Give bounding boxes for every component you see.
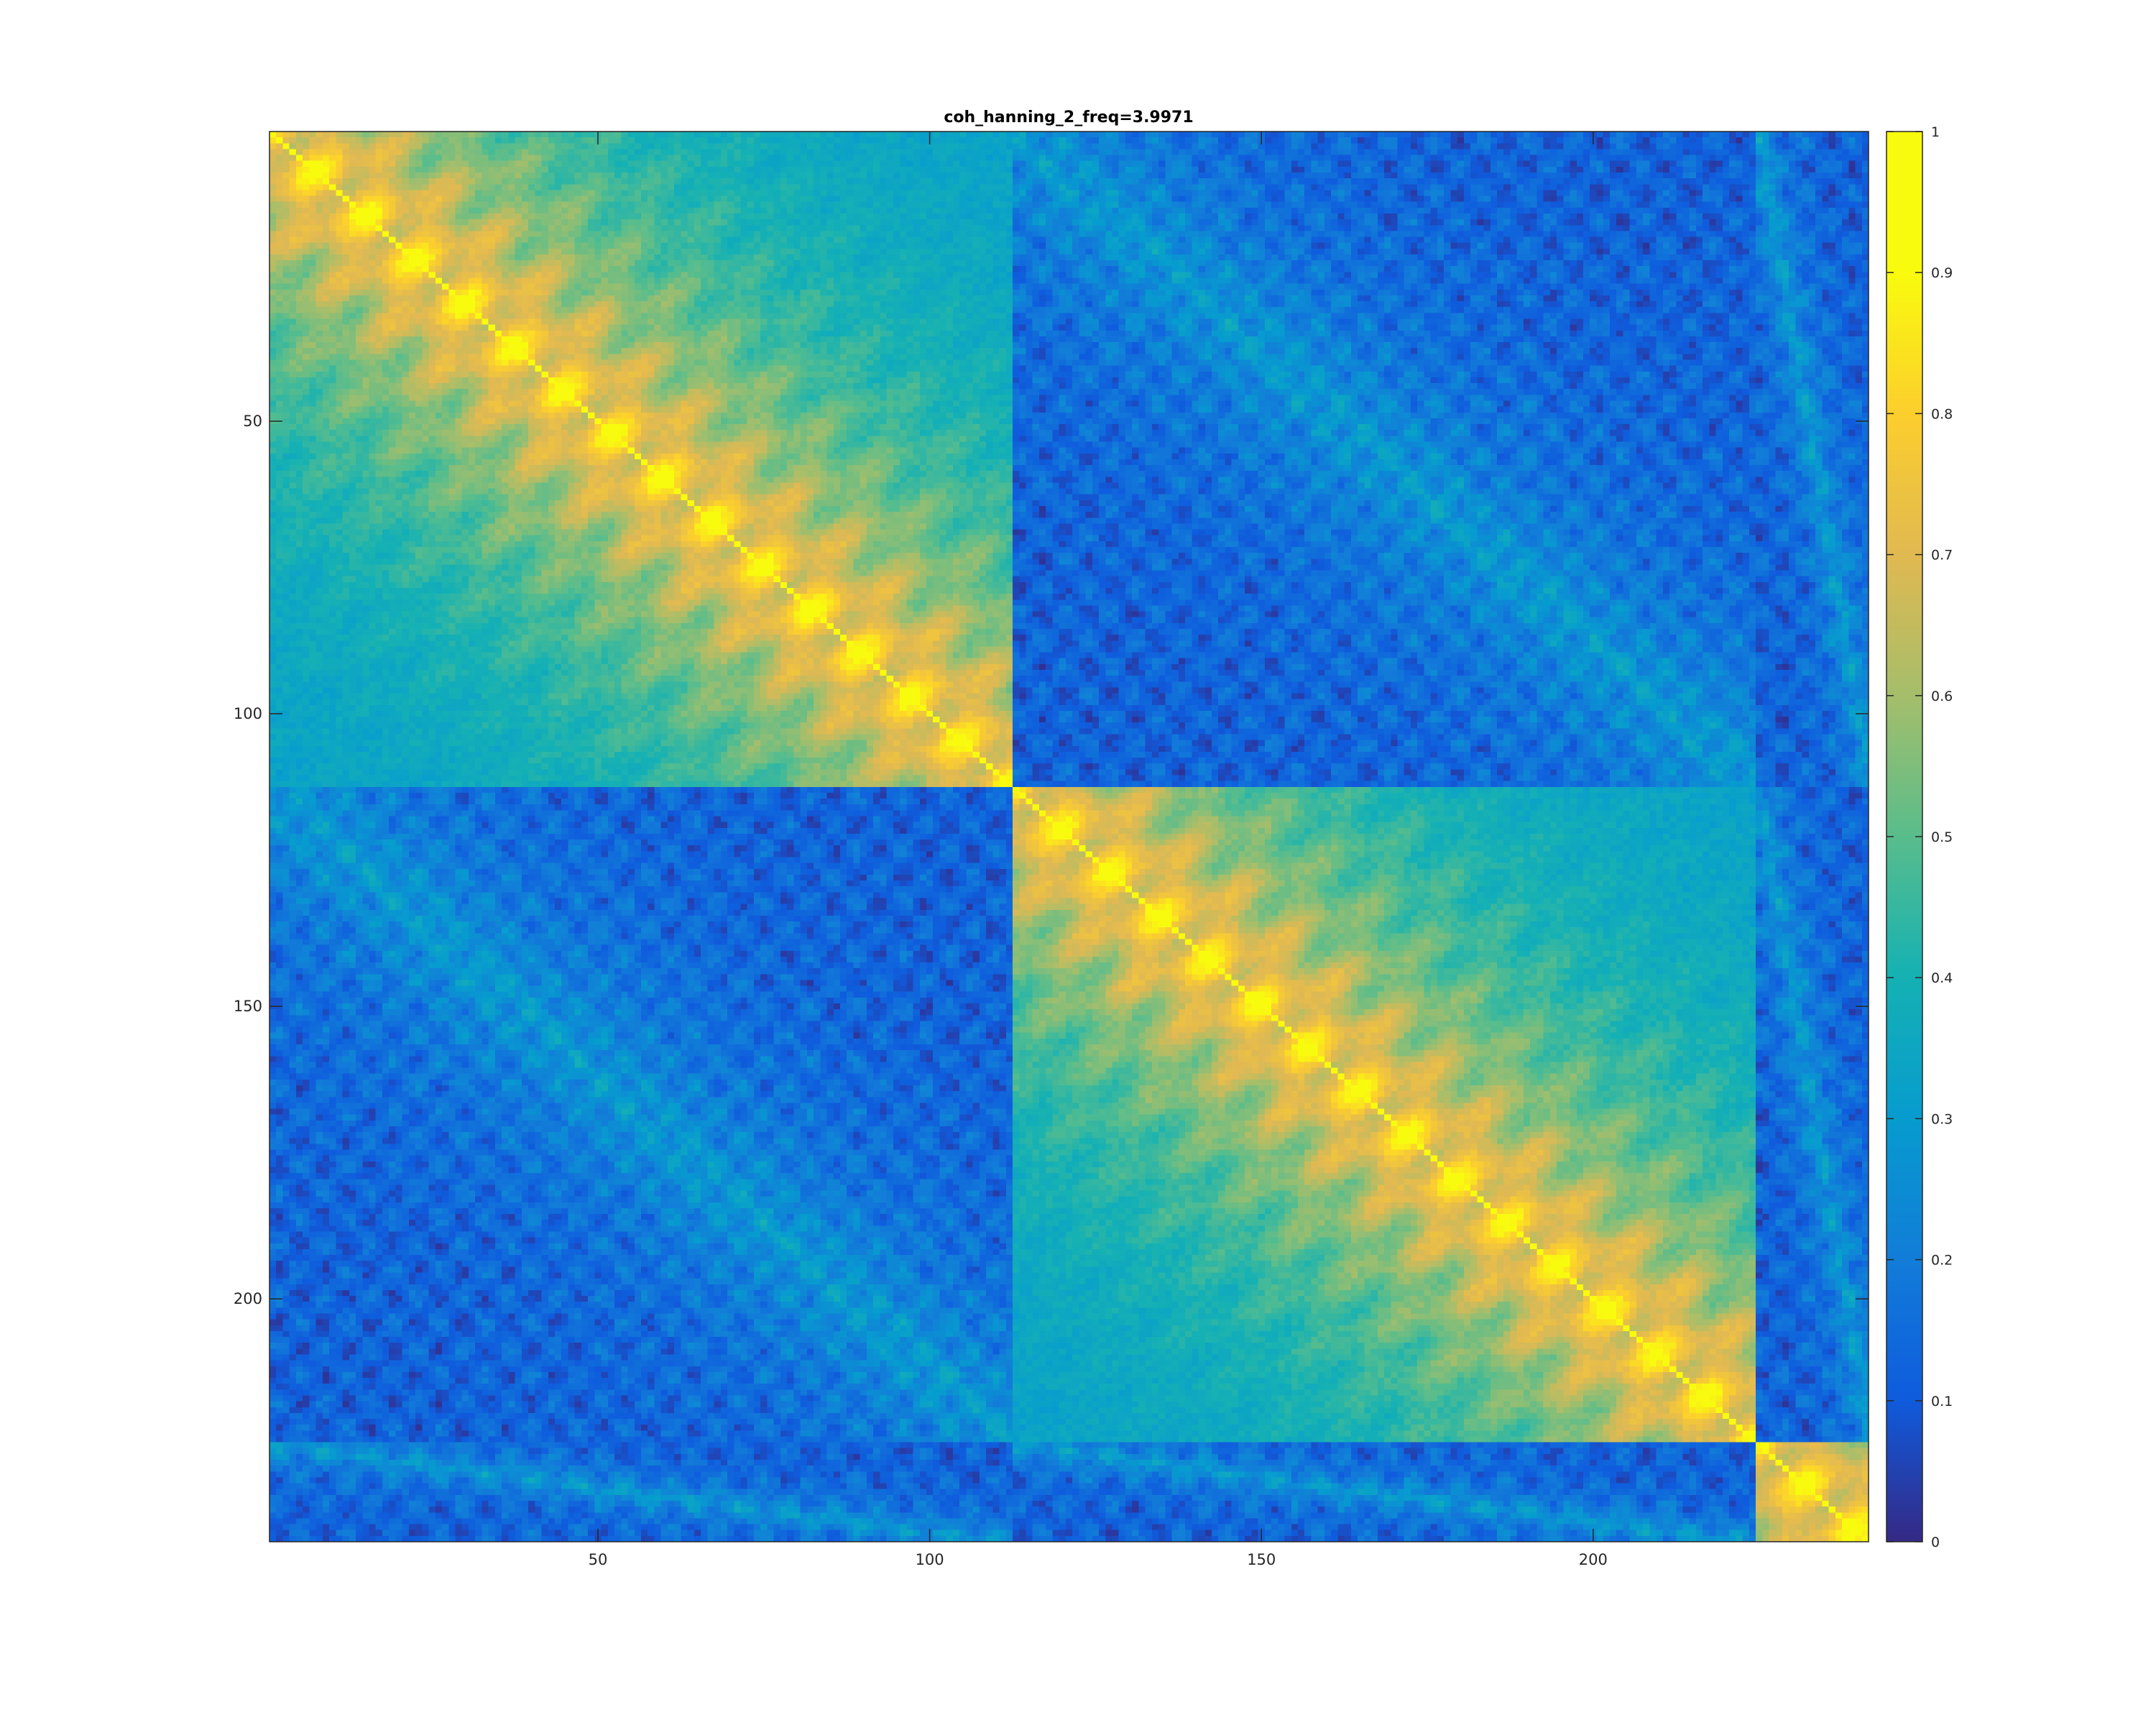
- colorbar-tick-label: 0.5: [1931, 829, 1953, 845]
- y-tick-label: 200: [234, 1290, 262, 1307]
- chart-title: coh_hanning_2_freq=3.9971: [944, 109, 1193, 126]
- x-tick-label: 200: [1579, 1551, 1608, 1568]
- colorbar-tick-label: 0.7: [1931, 548, 1953, 564]
- colorbar-tick-label: 0: [1931, 1535, 1940, 1550]
- colorbar-tick-label: 0.3: [1931, 1111, 1953, 1127]
- colorbar-tick-label: 1: [1931, 124, 1940, 140]
- x-tick-label: 150: [1247, 1551, 1276, 1568]
- colorbar-tick-label: 0.2: [1931, 1253, 1953, 1269]
- colorbar-tick-label: 0.1: [1931, 1394, 1953, 1409]
- heatmap-image: [270, 132, 1869, 1542]
- x-axis: 50 100 150 200: [589, 132, 1608, 1568]
- y-tick-label: 100: [234, 705, 262, 722]
- y-tick-label: 50: [243, 413, 262, 430]
- colorbar-tick-label: 0.4: [1931, 970, 1953, 986]
- y-tick-label: 150: [234, 998, 262, 1015]
- heatmap-image-container: [270, 132, 1869, 1542]
- y-axis: 50 100 150 200: [234, 413, 1869, 1307]
- colorbar: 0 0.1 0.2 0.3 0.4 0.5 0.6 0.7 0.8 0.9 1: [1886, 124, 1953, 1550]
- colorbar-ticks: 0 0.1 0.2 0.3 0.4 0.5 0.6 0.7 0.8 0.9 1: [1886, 124, 1953, 1550]
- x-tick-label: 100: [916, 1551, 944, 1568]
- axes-box: [269, 131, 1869, 1542]
- heatmap-plot-area: [269, 131, 1869, 1542]
- x-tick-label: 50: [589, 1551, 608, 1568]
- colorbar-tick-label: 0.9: [1931, 265, 1953, 281]
- colorbar-tick-label: 0.8: [1931, 406, 1953, 422]
- colorbar-tick-label: 0.6: [1931, 689, 1953, 704]
